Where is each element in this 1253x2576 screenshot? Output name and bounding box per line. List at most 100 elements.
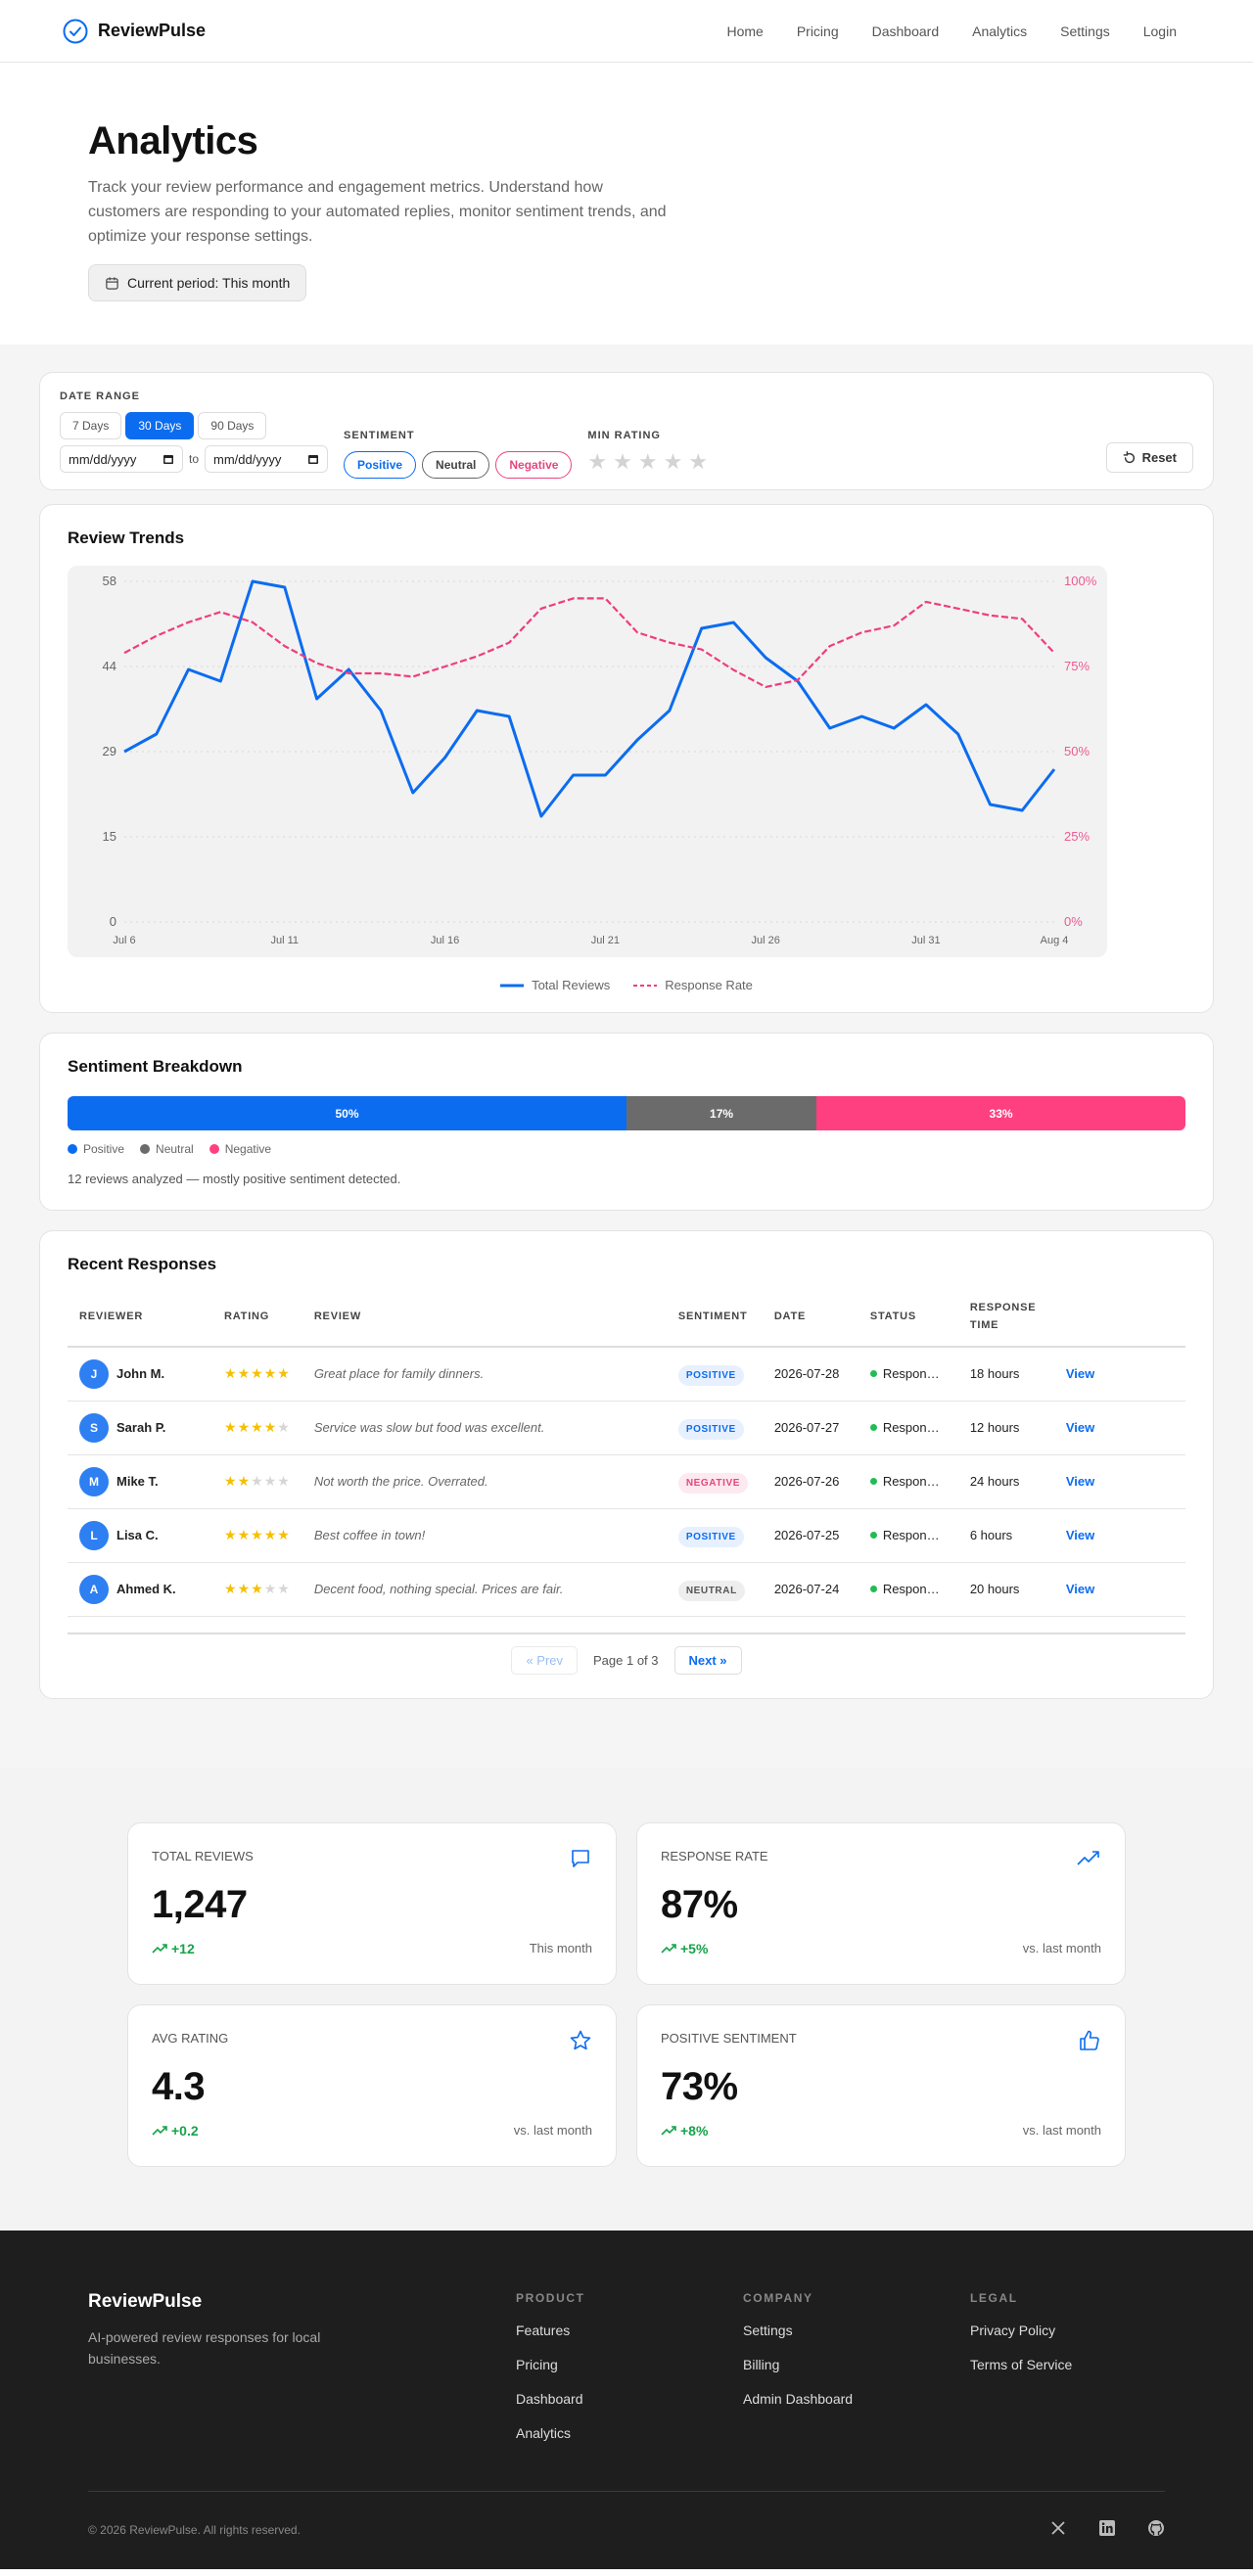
trend-up-icon [661,2125,676,2136]
sentiment-chip-neutral[interactable]: Neutral [422,451,490,479]
legend-response-rate: Response Rate [633,978,753,992]
legend-total-reviews-label: Total Reviews [532,978,611,992]
sentiment-chip-positive[interactable]: Positive [344,451,417,479]
status-dot [869,1532,877,1539]
status-text: Responded [882,1420,947,1435]
action-cell: View [1053,1508,1185,1563]
rating-cell: ★★★★★ [212,1401,302,1455]
range-30-days-button[interactable]: 30 Days [125,412,195,439]
footer-link-features[interactable]: Features [516,2322,571,2338]
nav-link-settings[interactable]: Settings [1060,23,1110,39]
calendar-icon [106,276,118,290]
status-dot [869,1370,877,1378]
sentiment-badge: NEUTRAL [677,1581,745,1601]
status-text: Responded [882,1582,947,1596]
col-review: REVIEW [302,1296,667,1348]
stat-footer: +0.2 vs. last month [152,2123,592,2139]
page-description: Track your review performance and engage… [88,179,667,245]
review-cell: Service was slow but food was excellent. [302,1401,667,1455]
reviewer-name: Sarah P. [116,1420,166,1435]
action-cell: View [1053,1454,1185,1509]
footer-link-admin-dashboard[interactable]: Admin Dashboard [743,2390,854,2407]
view-link[interactable]: View [1065,1366,1095,1382]
nav-link-dashboard[interactable]: Dashboard [871,23,940,39]
star-icon[interactable]: ★ [663,449,683,474]
star-icon: ★ [224,1527,238,1542]
star-icon[interactable]: ★ [587,449,608,474]
footer-brand-name: ReviewPulse [88,2290,203,2312]
trends-chart-svg: 0 0% 15 25% 29 50% 44 75% 58 100% Jul 6 Jul 11 Jul 1… [68,566,1107,957]
nav-link-analytics[interactable]: Analytics [972,23,1028,39]
x-tick-label: Jul 31 [911,935,940,946]
star-icon: ★ [237,1365,252,1382]
stat-card-positive-sentiment: POSITIVE SENTIMENT 73% +8% vs. last mont… [636,2003,1126,2167]
view-link[interactable]: View [1065,1528,1095,1542]
linkedin-icon[interactable] [1098,2519,1116,2542]
date-from-input[interactable]: mm/dd/yyyy [60,445,183,473]
x-tick-label: Jul 16 [431,935,459,946]
footer-link-settings[interactable]: Settings [743,2322,793,2338]
trend-up-icon [152,2125,167,2136]
stat-delta-value: +8% [680,2122,709,2139]
status-text: Responded [882,1366,947,1382]
status-cell: Responded [858,1347,958,1402]
reviewer: J John M. [79,1358,201,1389]
nav-link-pricing[interactable]: Pricing [796,23,839,39]
x-icon[interactable] [1049,2519,1067,2542]
date-cell: 2026-07-25 [762,1508,859,1563]
status-cell: Responded [858,1401,958,1455]
date-from-placeholder: mm/dd/yyyy [69,451,137,467]
rating-stars: ★★★★★ [224,1473,291,1489]
x-tick-label: Aug 4 [1041,935,1069,946]
review-cell: Decent food, nothing special. Prices are… [302,1562,667,1617]
current-period-text: Current period: This month [127,275,291,291]
brand-logo-link[interactable]: ReviewPulse [63,19,206,44]
next-page-button[interactable]: Next » [673,1645,742,1675]
col-rating: RATING [212,1296,302,1348]
chat-icon [572,1849,589,1867]
nav-link-home[interactable]: Home [726,23,764,39]
star-icon[interactable]: ★ [613,449,632,474]
star-icon[interactable]: ★ [637,449,658,474]
review-cell: Great place for family dinners. [302,1347,667,1402]
rating-cell: ★★★★★ [212,1562,302,1617]
rating-cell: ★★★★★ [212,1508,302,1563]
footer-link-pricing[interactable]: Pricing [516,2356,558,2372]
sentiment-badge: POSITIVE [677,1419,744,1440]
star-icon: ★ [277,1527,291,1542]
hero-section: Analytics Track your review performance … [0,63,1253,345]
view-link[interactable]: View [1065,1582,1095,1596]
status: Responded [869,1366,947,1382]
stat-delta: +8% [661,2123,708,2139]
sentiment-chip-negative[interactable]: Negative [495,451,573,479]
footer-link-analytics[interactable]: Analytics [516,2424,572,2441]
rating-stars: ★★★★★ [224,1365,291,1381]
reset-button[interactable]: Reset [1105,442,1193,473]
view-link[interactable]: View [1065,1474,1095,1489]
star-icon[interactable]: ★ [688,449,709,474]
stat-label: RESPONSE RATE [661,1848,768,1863]
view-link[interactable]: View [1065,1420,1095,1435]
status: Responded [869,1582,947,1596]
range-7-days-button[interactable]: 7 Days [60,412,122,439]
sentiment-breakdown-card: Sentiment Breakdown 50% 17% 33% Positive N… [39,1033,1214,1211]
status: Responded [869,1420,947,1435]
footer-link-terms[interactable]: Terms of Service [970,2356,1073,2372]
footer-link-billing[interactable]: Billing [743,2356,780,2372]
date-to-input[interactable]: mm/dd/yyyy [205,445,329,473]
stat-card-avg-rating: AVG RATING 4.3 +0.2 vs. last month [127,2003,617,2167]
trend-up-icon [152,1943,167,1954]
stat-delta-value: +0.2 [171,2122,199,2139]
min-rating-label: MIN RATING [587,430,661,441]
nav-link-login[interactable]: Login [1142,23,1177,39]
prev-page-button[interactable]: « Prev [511,1645,579,1675]
range-toggle: 7 Days 30 Days 90 Days [60,412,328,439]
github-icon[interactable] [1147,2519,1165,2542]
footer-link-privacy[interactable]: Privacy Policy [970,2322,1056,2338]
sentiment-legend-positive: Positive [68,1142,124,1156]
sentiment-chips: Positive Neutral Negative [344,451,573,479]
footer-link-dashboard[interactable]: Dashboard [516,2390,583,2407]
range-90-days-button[interactable]: 90 Days [198,412,267,439]
responses-table: REVIEWER RATING REVIEW SENTIMENT DATE ST… [68,1296,1185,1617]
status: Responded [869,1474,947,1489]
